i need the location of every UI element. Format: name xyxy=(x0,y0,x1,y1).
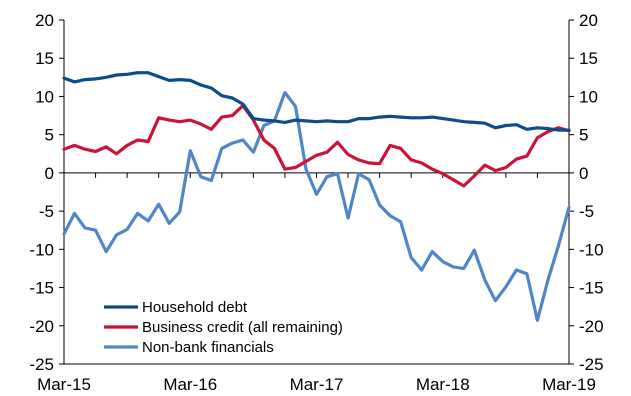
y-tick-label-right: -15 xyxy=(579,279,604,298)
x-tick-label: Mar-17 xyxy=(290,375,344,394)
y-tick-label-right: -25 xyxy=(579,355,604,374)
x-axis: Mar-15 Mar-16 Mar-17 Mar-18 Mar-19 xyxy=(37,172,596,394)
x-tick-label: Mar-19 xyxy=(542,375,596,394)
left-y-axis: 20 15 10 5 0 -5 -10 -15 -20 -25 xyxy=(29,11,64,374)
y-tick-label-right: 15 xyxy=(579,49,598,68)
y-tick-label-left: -25 xyxy=(29,355,54,374)
y-tick-label-right: -20 xyxy=(579,317,604,336)
legend-label: Business credit (all remaining) xyxy=(142,319,343,336)
y-tick-label-left: 0 xyxy=(45,164,54,183)
right-y-axis: 20 15 10 5 0 -5 -10 -15 -20 -25 xyxy=(569,11,604,374)
series-line-3 xyxy=(62,90,571,322)
y-tick-label-left: -20 xyxy=(29,317,54,336)
x-tick-label: Mar-15 xyxy=(37,375,91,394)
series-line-2 xyxy=(62,103,571,188)
series-line-1 xyxy=(62,71,571,132)
y-tick-label-left: -10 xyxy=(29,240,54,259)
y-tick-label-right: 10 xyxy=(579,87,598,106)
series-lines xyxy=(62,71,571,322)
x-tick-label: Mar-18 xyxy=(416,375,470,394)
y-tick-label-right: -10 xyxy=(579,240,604,259)
y-tick-label-right: 5 xyxy=(579,126,588,145)
y-tick-label-left: 20 xyxy=(35,11,54,30)
y-tick-label-left: 5 xyxy=(45,126,54,145)
y-tick-label-right: 20 xyxy=(579,11,598,30)
y-tick-label-left: -5 xyxy=(39,202,54,221)
y-tick-label-left: -15 xyxy=(29,279,54,298)
y-tick-label-right: -5 xyxy=(579,202,594,221)
x-tick-label: Mar-16 xyxy=(163,375,217,394)
legend-label: Non-bank financials xyxy=(142,339,274,356)
legend-label: Household debt xyxy=(142,299,248,316)
y-tick-label-left: 15 xyxy=(35,49,54,68)
y-tick-label-right: 0 xyxy=(579,164,588,183)
y-tick-label-left: 10 xyxy=(35,87,54,106)
legend: Household debt Business credit (all remai… xyxy=(104,299,343,356)
